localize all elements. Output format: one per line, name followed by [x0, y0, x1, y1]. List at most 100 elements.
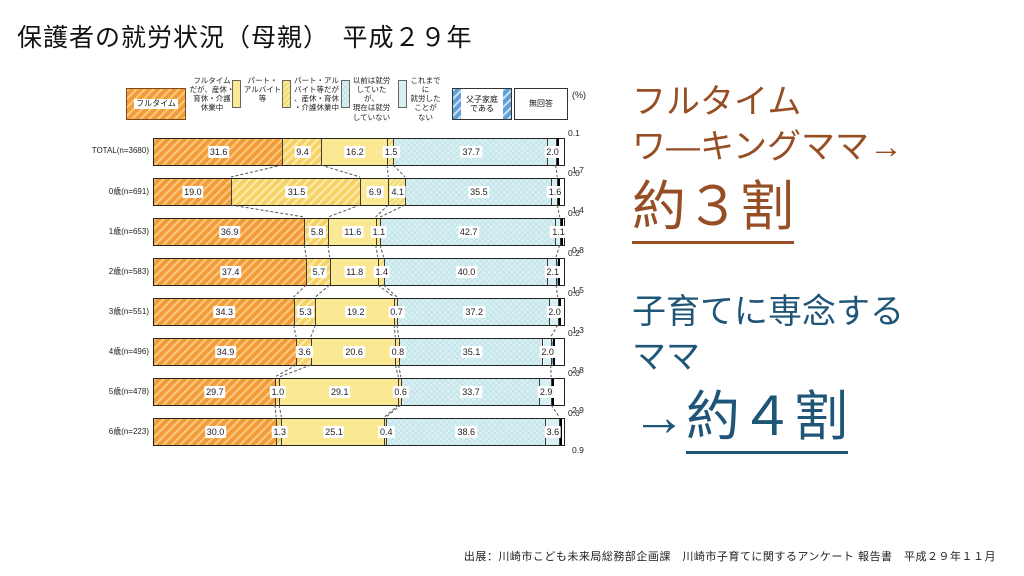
value-label-no-answer: 2.9	[572, 405, 584, 415]
slide-title: 保護者の就労状況（母親） 平成２９年	[17, 24, 473, 52]
category-label: 4歳(n=496)	[108, 347, 149, 356]
annotation-stayhome-arrow: →	[632, 386, 686, 447]
legend-item-never-employed: これまでに 就労した ことが ない	[398, 76, 442, 122]
value-label-fulltime-on-leave: 3.6	[296, 346, 313, 358]
legend-item-fulltime-on-leave: フルタイム だが、産休・ 育休・介護 休業中	[188, 76, 236, 113]
connector-line	[375, 244, 379, 258]
value-label-no-answer: 1.7	[572, 165, 584, 175]
segment-previously-employed	[394, 139, 549, 165]
legend-swatch-never-employed	[398, 80, 407, 108]
value-label-single-father: 0.2	[568, 328, 580, 338]
annotation-stayhome-highlight: →約４割	[632, 386, 904, 454]
legend-swatch-part-time-on-leave	[282, 80, 291, 108]
segment-fulltime-on-leave	[231, 179, 362, 205]
connector-line	[310, 324, 316, 338]
legend-label-part-time: パート・ アルバイト 等	[243, 76, 282, 104]
value-label-part-time-on-leave: 0.8	[389, 346, 407, 358]
employment-status-chart: フルタイム フルタイム だが、産休・ 育休・介護 休業中 パート・ アルバイト 等パ…	[80, 74, 610, 460]
connector-line	[327, 204, 361, 218]
connector-line	[383, 284, 398, 298]
legend-strip-left	[453, 89, 461, 119]
value-label-previously-employed: 33.7	[460, 386, 482, 398]
value-label-no-answer: 1.5	[572, 285, 584, 295]
value-label-previously-employed: 37.7	[460, 146, 483, 158]
connector-line	[379, 204, 406, 218]
value-label-part-time: 25.1	[323, 426, 345, 438]
annotation-fulltime-line2: ワ―キングママ→	[632, 127, 903, 166]
value-label-fulltime: 29.7	[204, 386, 226, 398]
value-label-part-time: 6.9	[366, 186, 384, 198]
value-label-previously-employed: 35.5	[468, 186, 490, 198]
legend-label-no-answer: 無回答	[527, 99, 555, 109]
connector-line	[556, 204, 561, 218]
category-label: 0歳(n=691)	[108, 187, 149, 196]
value-label-part-time-on-leave: 0.4	[378, 426, 395, 438]
connector-line	[550, 404, 560, 418]
category-label: 1歳(n=653)	[108, 227, 149, 236]
value-label-no-answer: 0.8	[572, 245, 584, 255]
category-label: 3歳(n=551)	[108, 307, 149, 316]
connector-line	[392, 164, 406, 178]
segment-no-answer	[552, 339, 564, 365]
annotation-fulltime-highlight-text: 約３割	[632, 176, 794, 244]
value-label-part-time: 11.8	[344, 266, 366, 278]
value-label-single-father: 0.0	[568, 408, 580, 418]
value-label-fulltime: 30.0	[204, 426, 227, 438]
legend-item-previously-employed: 以前は就労 していたが、 現在は就労 していない	[341, 76, 391, 122]
connector-line	[550, 324, 559, 338]
connector-line	[394, 364, 399, 378]
annotation-fulltime-line1: フルタイム	[632, 83, 802, 121]
bar-row: 34.3 5.3 19.2 0.7 37.2 2.0	[153, 298, 565, 326]
segment-previously-employed	[384, 259, 549, 285]
value-label-never-employed: 1.6	[546, 186, 564, 198]
value-label-part-time: 20.6	[343, 346, 365, 358]
value-label-single-father: 0.0	[568, 168, 580, 178]
segment-no-answer	[560, 419, 564, 445]
connector-line	[278, 404, 282, 418]
legend-swatch-fulltime: フルタイム	[126, 88, 186, 120]
value-label-fulltime: 34.9	[214, 346, 237, 358]
value-label-never-employed: 3.6	[544, 426, 562, 438]
value-label-fulltime: 19.0	[182, 186, 204, 198]
connector-line	[320, 164, 361, 178]
value-label-part-time-on-leave: 1.1	[370, 226, 388, 238]
bar-row: 19.0 31.5 6.9 4.1 35.5 1.6	[153, 178, 565, 206]
connector-line	[315, 284, 330, 298]
value-label-fulltime: 37.4	[219, 266, 242, 278]
legend-label-single-father: 父子家庭 である	[464, 94, 500, 114]
value-label-fulltime-on-leave: 31.5	[285, 186, 308, 198]
legend-item-part-time: パート・ アルバイト 等	[232, 76, 282, 108]
source-note: 出展：川崎市こども未来局総務部企画課 川崎市子育てに関するアンケート 報告書 平…	[463, 551, 996, 563]
bar-row: 36.9 5.8 11.6 1.1 42.7 1.1	[153, 218, 567, 246]
annotation-stayhome-line1: 子育てに専念する	[632, 293, 904, 331]
value-label-never-employed: 2.0	[546, 306, 563, 318]
category-label: 5歳(n=478)	[108, 387, 149, 396]
bar-row: 37.4 5.7 11.8 1.4 40.0 2.1	[153, 258, 565, 286]
connector-line	[555, 164, 558, 178]
value-label-never-employed: 2.0	[539, 346, 556, 358]
value-label-fulltime-on-leave: 1.0	[269, 386, 287, 398]
value-label-no-answer: 1.4	[572, 205, 584, 215]
connector-line	[386, 164, 389, 178]
annotation-stayhome-line2: ママ	[632, 337, 700, 376]
value-label-part-time-on-leave: 1.5	[382, 146, 400, 158]
connector-line	[555, 244, 561, 258]
connector-line	[393, 324, 396, 338]
legend-strip-right	[503, 89, 511, 119]
value-label-previously-employed: 37.2	[463, 306, 485, 318]
value-label-part-time-on-leave: 1.4	[373, 266, 390, 278]
legend-item-part-time-on-leave: パート・アル バイト等だが 、産休・育休 ・介護休業中	[282, 76, 340, 113]
legend-label-unit-percent: (%)	[572, 90, 586, 100]
annotation-stayhome: 子育てに専念する ママ →約４割	[632, 290, 904, 454]
annotation-fulltime: フルタイム ワ―キングママ→ 約３割	[632, 80, 903, 244]
value-label-fulltime-on-leave: 1.3	[271, 426, 289, 438]
value-label-previously-employed: 38.6	[455, 426, 478, 438]
value-label-part-time-on-leave: 0.7	[388, 306, 405, 318]
value-label-fulltime: 31.6	[207, 146, 230, 158]
bar-row: 31.6 9.4 16.2 1.5 37.7 2.0	[153, 138, 565, 166]
bar-row: 29.7 1.0 29.1 0.6 33.7 2.9	[153, 378, 565, 406]
legend-item-fulltime: フルタイム	[126, 76, 186, 120]
value-label-single-father: 0.2	[568, 248, 580, 258]
legend-swatch-single-father: 父子家庭 である	[452, 88, 512, 120]
connector-line	[327, 244, 331, 258]
